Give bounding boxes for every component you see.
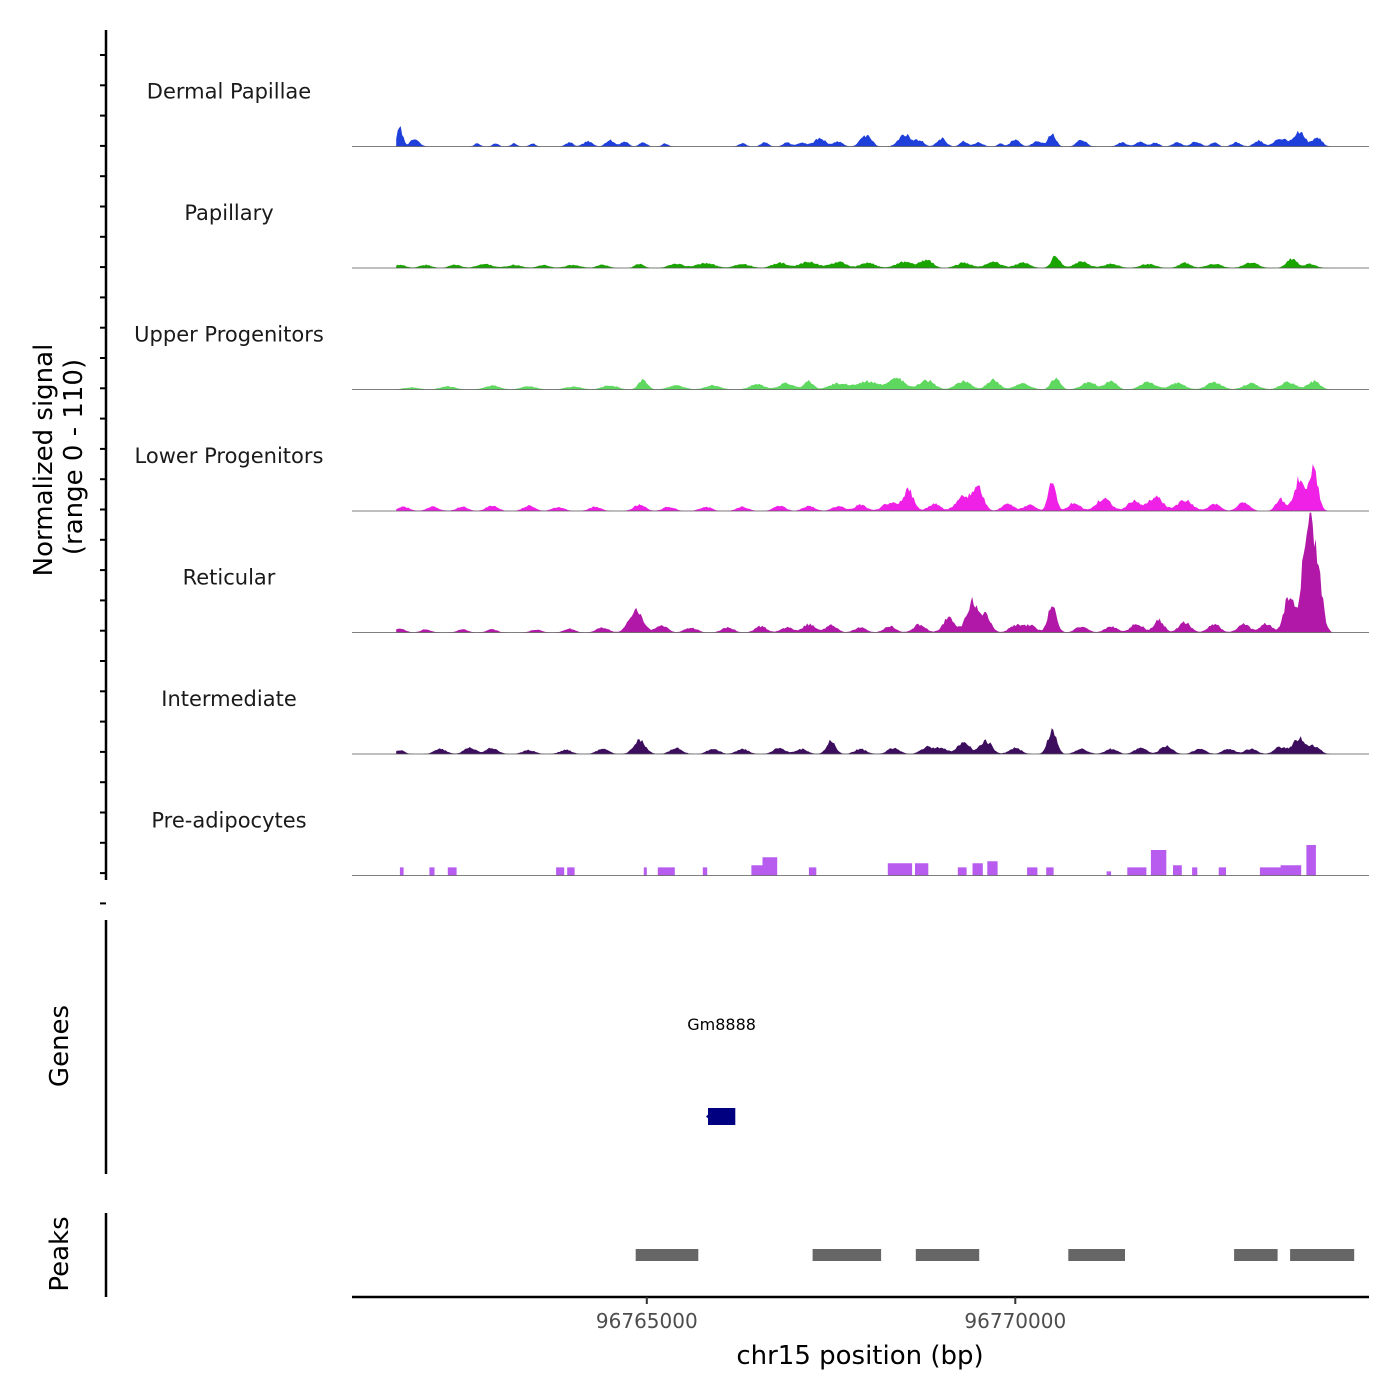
coverage-track: Reticular xyxy=(183,512,1369,633)
y-axis-range-label: (range 0 - 110) xyxy=(59,359,89,555)
coverage-area xyxy=(396,255,1333,268)
track-label: Intermediate xyxy=(161,687,297,711)
coverage-area xyxy=(396,512,1333,633)
track-label: Papillary xyxy=(184,201,273,225)
track-label: Reticular xyxy=(183,566,276,590)
gene-exon xyxy=(708,1108,736,1125)
x-tick-label: 96765000 xyxy=(596,1309,698,1333)
x-axis-ticks: 96765000 96770000 xyxy=(596,1297,1066,1333)
coverage-y-axis-ticks xyxy=(100,54,106,905)
genes-track: Gm8888 xyxy=(687,1015,756,1125)
x-tick-label: 96770000 xyxy=(964,1309,1066,1333)
coverage-area xyxy=(399,845,1316,876)
track-label: Upper Progenitors xyxy=(134,323,324,347)
peak-region xyxy=(1290,1249,1355,1261)
peak-region xyxy=(635,1249,699,1261)
genes-track-title: Genes xyxy=(45,1005,75,1087)
peaks-track xyxy=(635,1249,1355,1261)
track-label: Pre-adipocytes xyxy=(151,809,306,833)
coverage-track: Upper Progenitors xyxy=(134,323,1369,390)
coverage-track: Intermediate xyxy=(161,687,1369,755)
peak-region xyxy=(812,1249,882,1261)
x-axis-title: chr15 position (bp) xyxy=(736,1341,983,1371)
coverage-tracks: Dermal Papillae Papillary Upper Progenitor… xyxy=(134,80,1369,876)
coverage-area xyxy=(396,377,1333,390)
coverage-track: Dermal Papillae xyxy=(147,80,1369,147)
track-label: Dermal Papillae xyxy=(147,80,311,104)
coverage-track: Pre-adipocytes xyxy=(151,809,1369,876)
peak-region xyxy=(1234,1249,1278,1261)
gene-label: Gm8888 xyxy=(687,1015,756,1034)
peaks-track-title: Peaks xyxy=(45,1216,75,1291)
track-label: Lower Progenitors xyxy=(135,444,324,468)
peak-region xyxy=(915,1249,980,1261)
coverage-track: Papillary xyxy=(184,201,1369,269)
coverage-area xyxy=(396,728,1333,754)
coverage-track: Lower Progenitors xyxy=(135,444,1369,512)
gene-strand-arrow xyxy=(706,1111,712,1122)
coverage-area xyxy=(396,464,1333,511)
y-axis-title: Normalized signal xyxy=(29,344,59,577)
peak-region xyxy=(1068,1249,1125,1261)
coverage-area xyxy=(396,126,1333,147)
